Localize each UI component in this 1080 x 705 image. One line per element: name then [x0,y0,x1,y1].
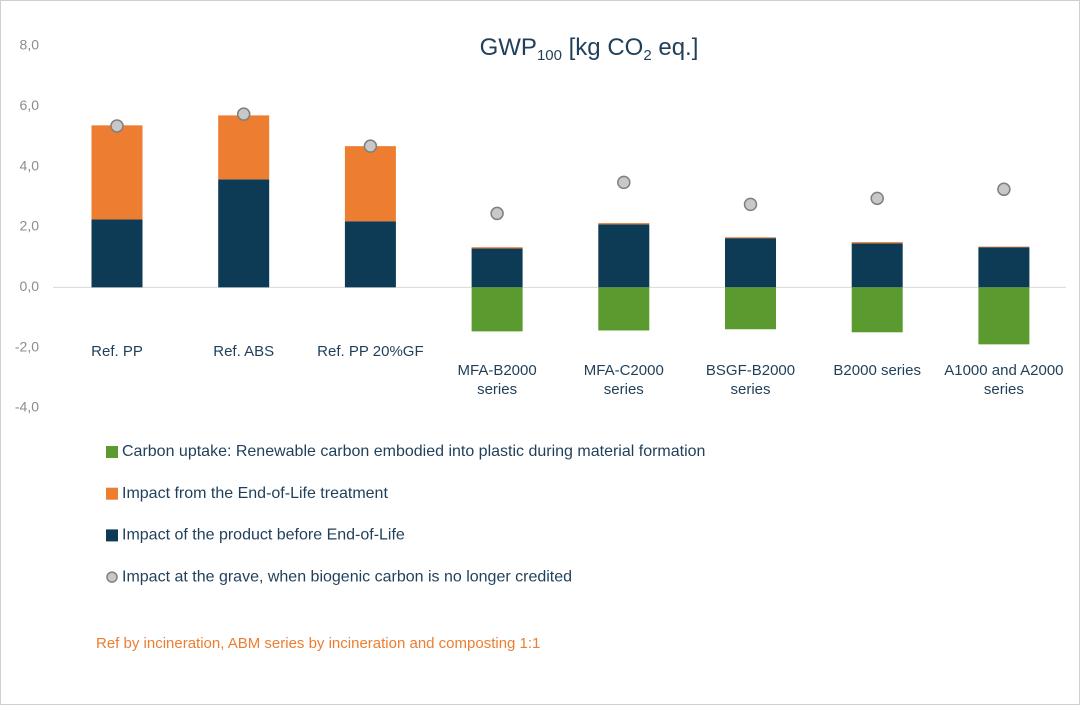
legend-label: Impact from the End-of-Life treatment [122,485,388,502]
legend-swatch [106,529,118,542]
bar-segment [471,287,523,332]
y-tick-label: 4,0 [20,157,40,173]
marker [236,107,251,121]
title-part: GWP [480,34,537,61]
note: Ref by incineration, ABM series by incin… [96,635,540,652]
legend-label: Impact of the product before End-of-Life [122,527,405,544]
bar-segment [978,247,1030,288]
marker [870,191,884,206]
y-tick-label: -4,0 [15,399,39,415]
bar-segment [218,179,270,288]
bar-segment [91,125,143,220]
bar-segment [598,224,650,288]
bar-segment [725,287,776,330]
marker [363,139,378,153]
bar-segment [851,243,903,288]
y-tick-label: 6,0 [20,97,40,113]
bar-segment [344,221,396,288]
bar-segment [598,287,650,331]
bar-segment [851,242,903,244]
title-part: eq.] [652,34,699,61]
title-sub: 100 [537,47,562,64]
x-tick-label: BSGF-B2000 series [705,362,796,398]
y-tick-label: -2,0 [15,338,39,354]
legend-marker [106,571,118,583]
marker [743,197,758,212]
marker [997,182,1011,197]
bar-segment [218,115,270,180]
title-part: [kg CO [562,34,643,61]
bar-segment [978,287,1030,345]
y-tick-label: 8,0 [20,37,40,53]
marker [490,206,504,221]
bar-segment [851,287,903,333]
x-tick-label: Ref. ABS [213,343,275,360]
bar-segment [978,246,1030,248]
marker [110,119,124,133]
x-tick-label: Ref. PP [91,343,143,360]
x-tick-label: Ref. PP 20%GF [317,343,424,360]
legend-swatch [106,487,118,500]
x-tick-label: A1000 and A2000 series [944,362,1064,398]
bar-segment [471,247,523,249]
x-tick-label: MFA-C2000 series [583,362,664,398]
bar-segment [725,238,776,288]
bar-segment [598,223,650,225]
legend-label: Carbon uptake: Renewable carbon embodied… [122,443,705,460]
bar-segment [91,219,143,288]
bar-segment [471,248,523,288]
y-tick-label: 0,0 [20,278,40,294]
chart-title: GWP100 [kg CO2 eq.] [480,34,699,64]
x-tick-label: MFA-B2000 series [457,362,537,398]
legend-swatch [106,446,118,458]
title-sub: 2 [643,47,651,64]
legend-label: Impact at the grave, when biogenic carbo… [122,568,572,585]
bar-segment [344,146,396,222]
marker [617,175,631,190]
bar-segment [725,237,776,239]
y-tick-label: 2,0 [20,218,40,234]
x-tick-label: B2000 series [833,362,921,379]
